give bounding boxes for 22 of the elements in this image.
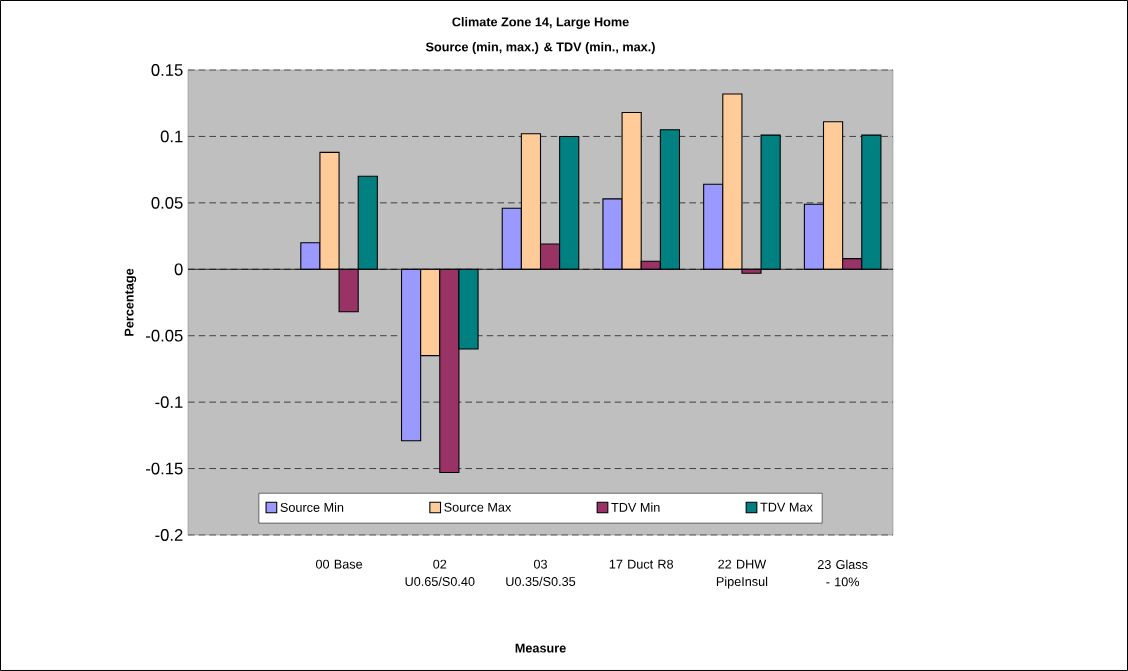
x-tick-label: 03 U0.35/S0.35	[506, 559, 576, 586]
chart-title: Climate Zone 14, Large Home	[452, 17, 629, 29]
y-tick-label: -0.2	[155, 529, 183, 541]
x-tick-label: 22 DHW PipeInsul	[716, 559, 768, 589]
x-tick-label: 02 U0.65/S0.40	[405, 559, 475, 586]
x-axis-title: Measure	[515, 643, 566, 653]
legend-label: TDV Max	[760, 502, 813, 512]
y-tick-label: 0	[174, 263, 183, 276]
y-tick-label: -0.05	[146, 329, 183, 342]
x-tick-label: 00 Base	[315, 559, 363, 569]
y-tick-label: 0.1	[160, 130, 183, 143]
x-tick-label: 17 Duct R8	[609, 559, 674, 569]
y-tick-label: 0.05	[151, 196, 183, 209]
legend-label: Source Max	[444, 502, 512, 512]
y-axis-title: Percentage	[124, 268, 137, 336]
y-tick-label: -0.1	[155, 396, 183, 409]
x-tick-label: 23 Glass - 10%	[817, 559, 868, 587]
legend-label: TDV Min	[611, 502, 660, 512]
chart-subtitle: Source (min, max.) & TDV (min., max.)	[425, 42, 655, 54]
legend-label: Source Min	[280, 502, 344, 512]
y-tick-label: -0.15	[146, 462, 183, 475]
y-tick-label: 0.15	[151, 64, 183, 76]
